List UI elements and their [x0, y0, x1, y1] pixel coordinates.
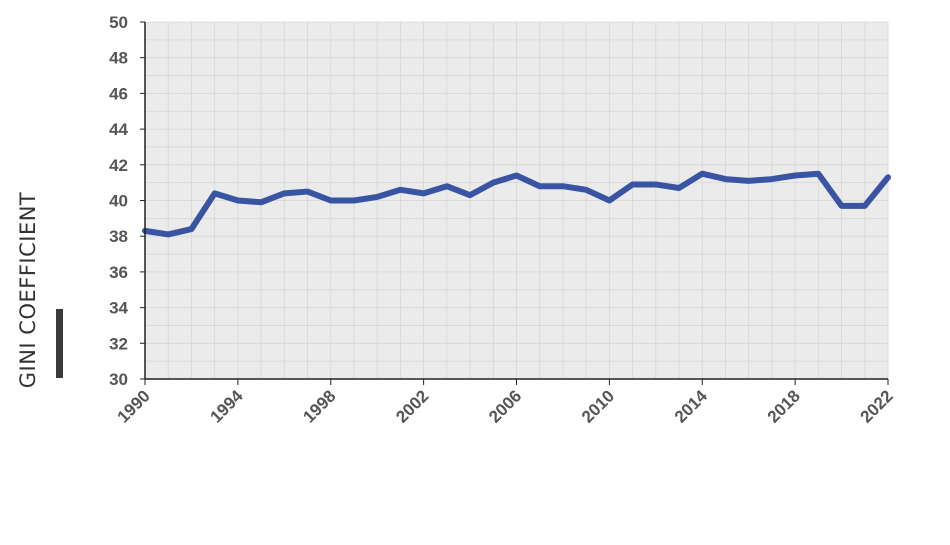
x-tick-label: 2006 [485, 386, 525, 426]
y-ticks: 30 32 34 36 38 40 42 44 46 48 50 [109, 13, 145, 389]
x-tick-label: 2002 [392, 386, 432, 426]
y-tick-label: 36 [109, 263, 128, 282]
x-tick-label: 1994 [207, 386, 248, 427]
x-ticks: 1990 1994 1998 2002 2006 2010 2014 2018 2022 [114, 379, 897, 427]
x-tick-label: 1990 [114, 386, 154, 426]
y-tick-label: 44 [109, 120, 128, 139]
x-tick-label: 2022 [857, 386, 897, 426]
x-tick-label: 2014 [671, 386, 712, 427]
y-tick-label: 42 [109, 156, 128, 175]
y-tick-label: 32 [109, 334, 128, 353]
y-tick-label: 38 [109, 227, 128, 246]
x-tick-label: 1998 [299, 386, 339, 426]
y-tick-label: 48 [109, 49, 128, 68]
y-tick-label: 50 [109, 13, 128, 32]
y-axis-label-bar [56, 309, 63, 378]
y-tick-label: 34 [109, 299, 128, 318]
x-tick-label: 2018 [764, 386, 804, 426]
x-tick-label: 2010 [578, 386, 618, 426]
y-tick-label: 46 [109, 84, 128, 103]
y-tick-label: 40 [109, 192, 128, 211]
y-axis-label: GINI COEFFICIENT [16, 180, 40, 400]
y-tick-label: 30 [109, 370, 128, 389]
